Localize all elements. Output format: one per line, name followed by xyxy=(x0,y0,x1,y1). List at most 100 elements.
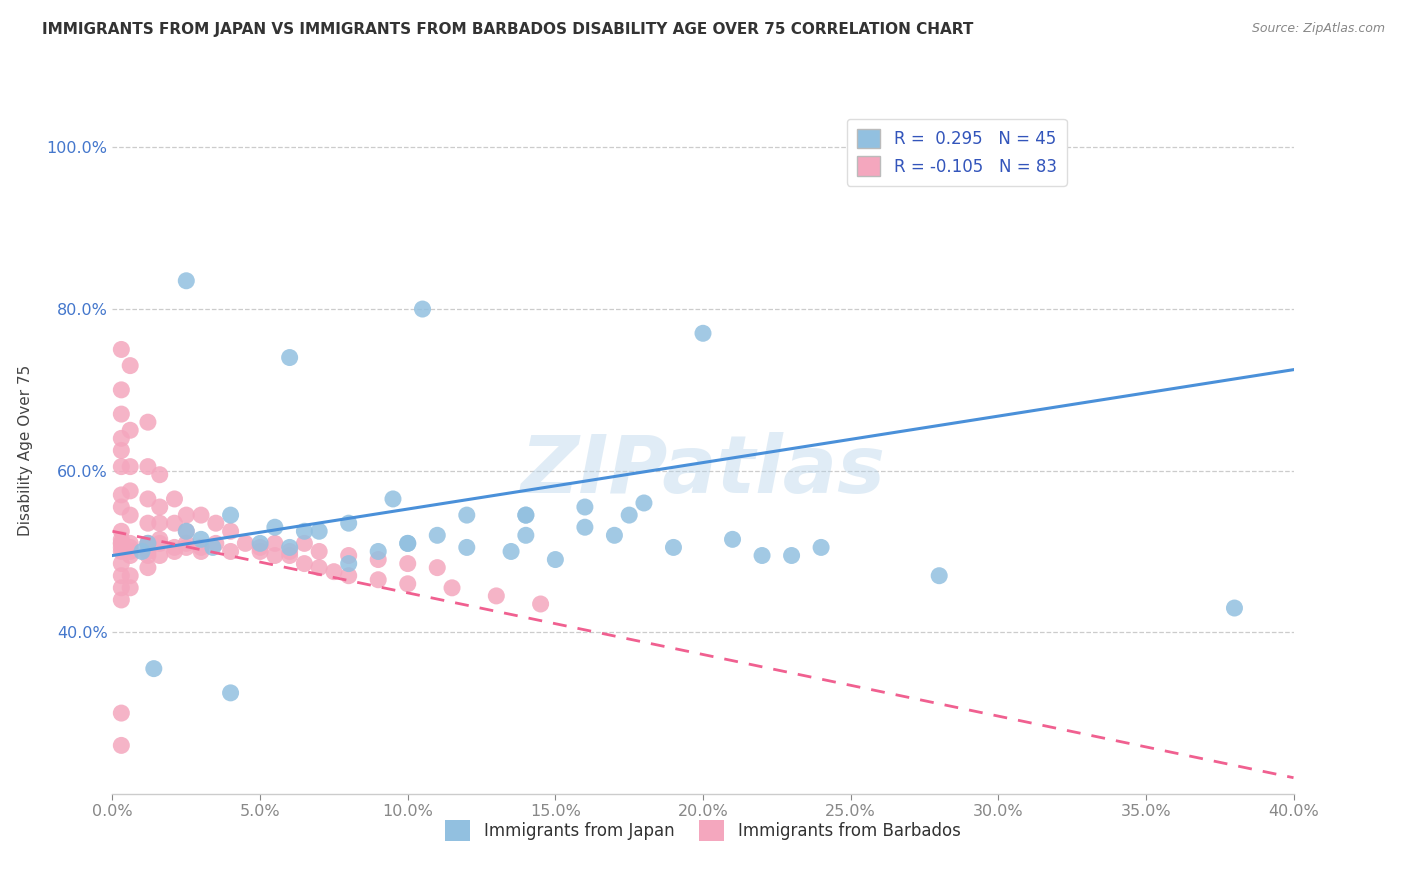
Point xyxy=(163,491,186,506)
Point xyxy=(721,533,744,547)
Point xyxy=(485,589,508,603)
Point xyxy=(633,496,655,510)
Point xyxy=(574,500,596,514)
Point xyxy=(619,508,641,522)
Point xyxy=(149,500,172,514)
Point xyxy=(662,541,685,555)
Point xyxy=(120,423,142,437)
Point xyxy=(136,560,159,574)
Point xyxy=(205,516,228,531)
Point xyxy=(174,508,197,522)
Point xyxy=(456,541,478,555)
Point xyxy=(110,524,132,539)
Point xyxy=(264,536,287,550)
Point xyxy=(396,576,419,591)
Point xyxy=(110,431,132,445)
Point xyxy=(110,459,132,474)
Point xyxy=(810,541,832,555)
Point xyxy=(163,516,186,531)
Point xyxy=(110,706,132,720)
Point xyxy=(120,541,142,555)
Point xyxy=(110,581,132,595)
Point xyxy=(205,536,228,550)
Point xyxy=(149,536,172,550)
Point xyxy=(382,491,405,506)
Point xyxy=(249,544,271,558)
Point xyxy=(149,467,172,482)
Point xyxy=(308,544,330,558)
Point xyxy=(174,274,197,288)
Text: IMMIGRANTS FROM JAPAN VS IMMIGRANTS FROM BARBADOS DISABILITY AGE OVER 75 CORRELA: IMMIGRANTS FROM JAPAN VS IMMIGRANTS FROM… xyxy=(42,22,973,37)
Point xyxy=(501,544,523,558)
Point xyxy=(120,581,142,595)
Point xyxy=(136,415,159,429)
Point xyxy=(136,536,159,550)
Point xyxy=(308,560,330,574)
Point xyxy=(110,533,132,547)
Point xyxy=(136,491,159,506)
Point xyxy=(136,544,159,558)
Point xyxy=(136,536,159,550)
Point xyxy=(396,536,419,550)
Point xyxy=(110,568,132,582)
Point xyxy=(149,549,172,563)
Point xyxy=(426,560,449,574)
Point xyxy=(163,541,186,555)
Point xyxy=(174,536,197,550)
Point xyxy=(337,568,360,582)
Point xyxy=(219,524,242,539)
Point xyxy=(219,686,242,700)
Point xyxy=(692,326,714,341)
Point xyxy=(780,549,803,563)
Point xyxy=(278,541,301,555)
Point xyxy=(136,516,159,531)
Point xyxy=(110,500,132,514)
Point xyxy=(515,508,537,522)
Point xyxy=(201,541,224,555)
Point xyxy=(233,536,256,550)
Point xyxy=(174,524,197,539)
Point xyxy=(142,662,165,676)
Point xyxy=(110,536,132,550)
Point xyxy=(603,528,626,542)
Point xyxy=(441,581,464,595)
Point xyxy=(278,549,301,563)
Point xyxy=(515,508,537,522)
Point xyxy=(174,541,197,555)
Legend: Immigrants from Japan, Immigrants from Barbados: Immigrants from Japan, Immigrants from B… xyxy=(439,814,967,847)
Point xyxy=(120,508,142,522)
Point xyxy=(396,557,419,571)
Point xyxy=(337,549,360,563)
Point xyxy=(337,557,360,571)
Point xyxy=(292,557,315,571)
Point xyxy=(190,541,212,555)
Point xyxy=(190,508,212,522)
Point xyxy=(1001,140,1024,154)
Point xyxy=(515,528,537,542)
Point xyxy=(120,459,142,474)
Point xyxy=(149,533,172,547)
Point xyxy=(110,488,132,502)
Point xyxy=(136,459,159,474)
Point xyxy=(426,528,449,542)
Point xyxy=(292,524,315,539)
Point xyxy=(110,593,132,607)
Point xyxy=(367,544,389,558)
Point xyxy=(278,351,301,365)
Point xyxy=(190,544,212,558)
Point xyxy=(136,549,159,563)
Point xyxy=(110,343,132,357)
Point xyxy=(942,140,965,154)
Point xyxy=(1223,601,1246,615)
Point xyxy=(110,536,132,550)
Point xyxy=(149,516,172,531)
Text: ZIPatlas: ZIPatlas xyxy=(520,432,886,510)
Point xyxy=(110,739,132,753)
Point xyxy=(323,565,346,579)
Point xyxy=(120,568,142,582)
Point xyxy=(219,508,242,522)
Point xyxy=(110,443,132,458)
Point xyxy=(219,544,242,558)
Point xyxy=(337,516,360,531)
Point xyxy=(264,520,287,534)
